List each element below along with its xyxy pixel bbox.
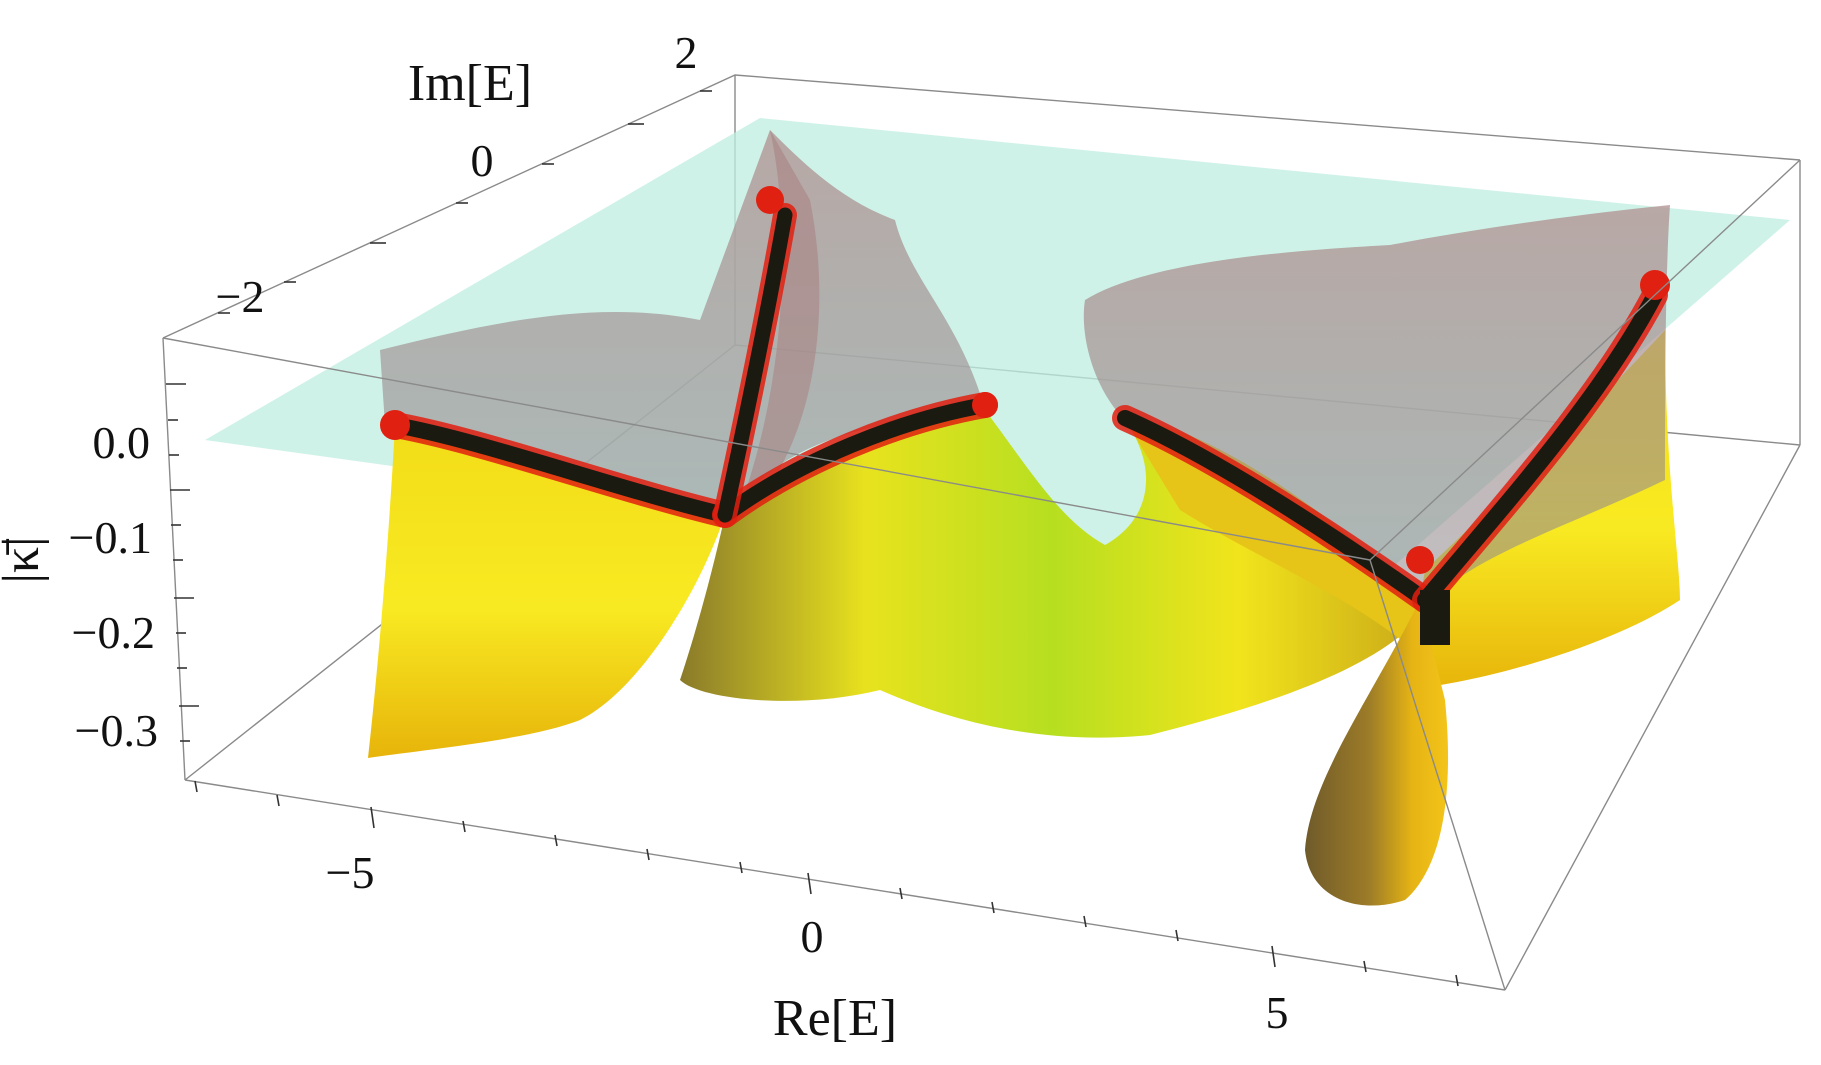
exceptional-point [1640, 270, 1670, 300]
x-tick-labels: −5 0 5 [326, 847, 1289, 1038]
x-tick-label: 5 [1266, 987, 1289, 1038]
y-axis-ticks [218, 90, 712, 314]
branch-marker [1420, 590, 1450, 645]
branch-curves [382, 203, 1668, 613]
x-tick-label: −5 [326, 847, 375, 898]
y-tick-labels: 2 0 −2 [216, 27, 698, 322]
upper-surface [380, 130, 1670, 610]
y-axis-title: Im[E] [408, 55, 532, 112]
y-tick-label: −2 [216, 271, 265, 322]
z-tick-label: −0.3 [75, 705, 158, 756]
z-tick-label: 0.0 [93, 417, 151, 468]
y-tick-label: 2 [675, 27, 698, 78]
exceptional-point [380, 410, 410, 440]
z-tick-labels: 0.0 −0.1 −0.2 −0.3 [69, 417, 158, 756]
exceptional-points [380, 186, 1670, 645]
x-axis-ticks [194, 780, 1459, 987]
exceptional-point [756, 186, 784, 214]
z-axis-ticks [166, 383, 199, 742]
x-axis-title: Re[E] [773, 990, 897, 1047]
exceptional-point [1406, 546, 1434, 574]
exceptional-point [972, 392, 998, 418]
x-tick-label: 0 [801, 911, 824, 962]
z-axis-title: |κ̄| [0, 536, 50, 583]
z-tick-label: −0.2 [72, 607, 155, 658]
y-tick-label: 0 [471, 135, 494, 186]
z-tick-label: −0.1 [69, 512, 152, 563]
